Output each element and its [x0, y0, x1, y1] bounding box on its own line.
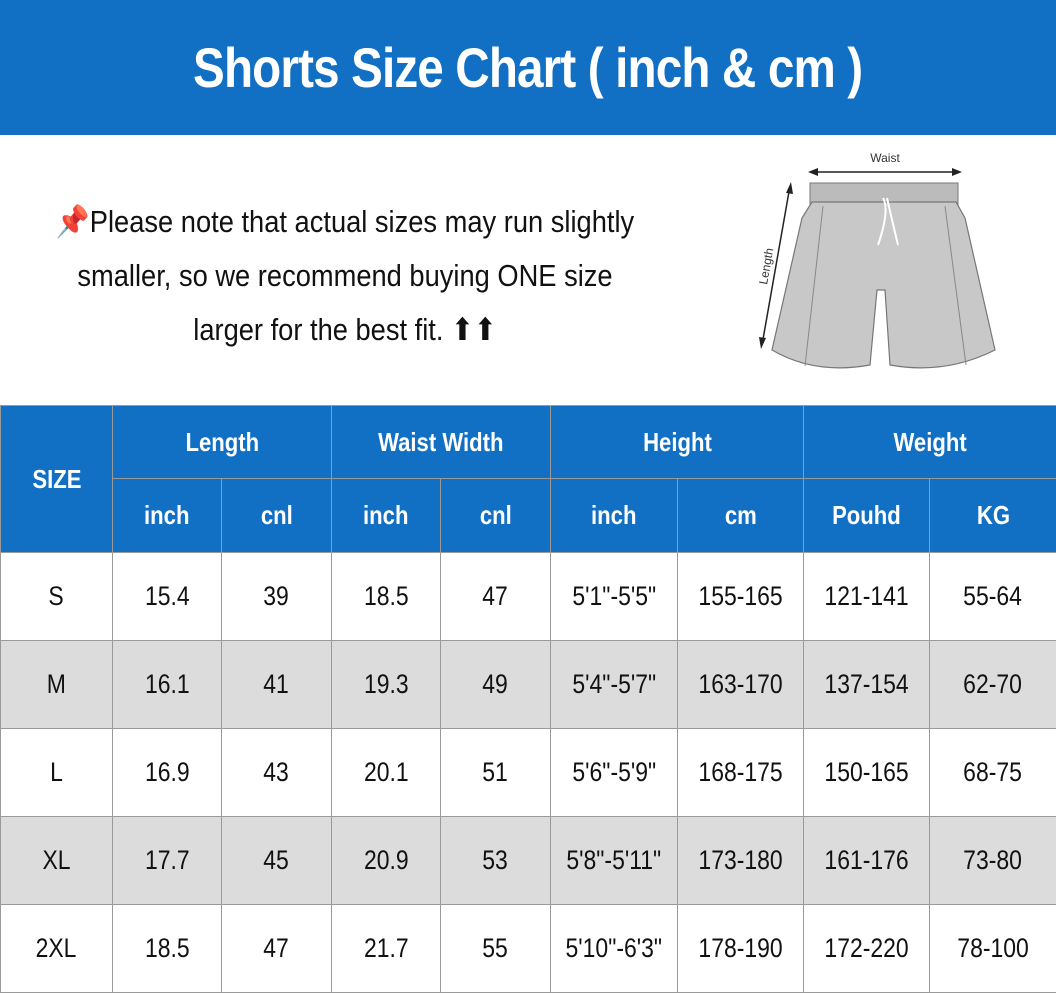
- table-cell: 68-75: [930, 729, 1056, 817]
- size-header: SIZE: [1, 406, 113, 553]
- unit-header: cnl: [441, 479, 551, 553]
- table-cell: 168-175: [678, 729, 804, 817]
- table-cell: 150-165: [804, 729, 930, 817]
- table-cell: 18.5: [113, 905, 222, 993]
- table-cell: 163-170: [678, 641, 804, 729]
- unit-header: inch: [551, 479, 678, 553]
- unit-header: inch: [332, 479, 441, 553]
- size-cell: 2XL: [1, 905, 113, 993]
- table-cell: 161-176: [804, 817, 930, 905]
- table-cell: 78-100: [930, 905, 1056, 993]
- note-text: Please note that actual sizes may run sl…: [77, 204, 634, 347]
- size-cell: M: [1, 641, 113, 729]
- size-cell: L: [1, 729, 113, 817]
- table-cell: 5'10"-6'3": [551, 905, 678, 993]
- table-cell: 20.1: [332, 729, 441, 817]
- table-cell: 137-154: [804, 641, 930, 729]
- waist-label: Waist: [870, 151, 900, 165]
- unit-header: inch: [113, 479, 222, 553]
- title-text: Shorts Size Chart ( inch & cm ): [193, 35, 862, 100]
- sizing-note: 📌Please note that actual sizes may run s…: [10, 195, 680, 357]
- group-header-length: Length: [113, 406, 332, 479]
- table-cell: 15.4: [113, 553, 222, 641]
- table-cell: 55: [441, 905, 551, 993]
- table-cell: 51: [441, 729, 551, 817]
- unit-header: cnl: [222, 479, 332, 553]
- unit-header: Pouhd: [804, 479, 930, 553]
- size-cell: S: [1, 553, 113, 641]
- table-cell: 5'4"-5'7": [551, 641, 678, 729]
- table-cell: 39: [222, 553, 332, 641]
- table-cell: 5'1"-5'5": [551, 553, 678, 641]
- table-cell: 49: [441, 641, 551, 729]
- group-header-waist: Waist Width: [332, 406, 551, 479]
- size-table: SIZE Length Waist Width Height Weight in…: [0, 405, 1056, 993]
- table-cell: 5'8"-5'11": [551, 817, 678, 905]
- table-cell: 173-180: [678, 817, 804, 905]
- chart-title: Shorts Size Chart ( inch & cm ): [0, 0, 1056, 135]
- pushpin-icon: 📌: [56, 204, 90, 239]
- shorts-diagram: Waist Length: [740, 140, 1020, 390]
- table-cell: 43: [222, 729, 332, 817]
- unit-header: cm: [678, 479, 804, 553]
- table-cell: 47: [441, 553, 551, 641]
- table-cell: 62-70: [930, 641, 1056, 729]
- table-cell: 73-80: [930, 817, 1056, 905]
- table-cell: 18.5: [332, 553, 441, 641]
- table-cell: 55-64: [930, 553, 1056, 641]
- table-cell: 21.7: [332, 905, 441, 993]
- table-cell: 45: [222, 817, 332, 905]
- size-cell: XL: [1, 817, 113, 905]
- group-header-height: Height: [551, 406, 804, 479]
- table-cell: 41: [222, 641, 332, 729]
- group-header-weight: Weight: [804, 406, 1056, 479]
- table-cell: 172-220: [804, 905, 930, 993]
- waist-arrow-icon: [808, 168, 962, 176]
- table-cell: 19.3: [332, 641, 441, 729]
- table-cell: 20.9: [332, 817, 441, 905]
- table-cell: 16.1: [113, 641, 222, 729]
- table-cell: 155-165: [678, 553, 804, 641]
- table-cell: 121-141: [804, 553, 930, 641]
- table-cell: 5'6"-5'9": [551, 729, 678, 817]
- table-cell: 47: [222, 905, 332, 993]
- table-cell: 17.7: [113, 817, 222, 905]
- unit-header: KG: [930, 479, 1056, 553]
- table-cell: 53: [441, 817, 551, 905]
- table-cell: 16.9: [113, 729, 222, 817]
- table-cell: 178-190: [678, 905, 804, 993]
